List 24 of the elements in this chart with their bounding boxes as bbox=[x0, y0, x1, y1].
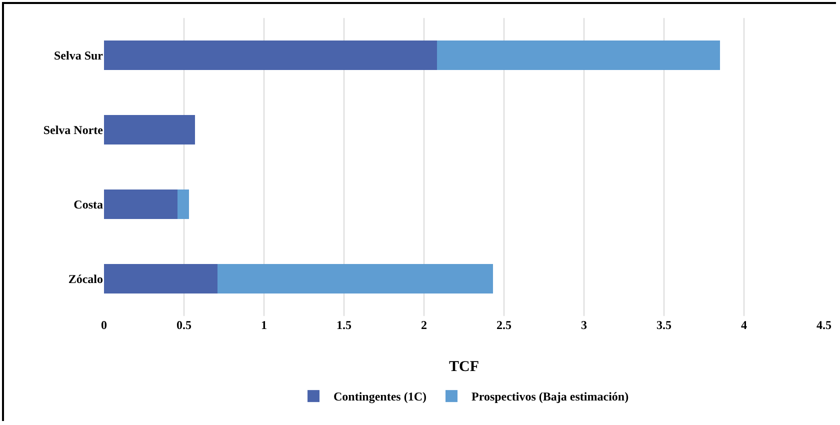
y-tick-label: Selva Sur bbox=[54, 48, 104, 62]
legend-label: Prospectivos (Baja estimación) bbox=[472, 390, 629, 404]
bar bbox=[104, 40, 437, 70]
x-tick-label: 3.5 bbox=[656, 318, 672, 332]
bar bbox=[104, 114, 196, 145]
x-tick-label: 1 bbox=[261, 318, 267, 332]
x-tick-label: 0 bbox=[101, 318, 107, 332]
x-tick-label: 4.5 bbox=[816, 318, 832, 332]
y-tick-label: Zócalo bbox=[68, 272, 103, 286]
legend-label: Contingentes (1C) bbox=[334, 390, 426, 404]
x-tick-label: 2.5 bbox=[496, 318, 512, 332]
bar bbox=[178, 189, 189, 220]
x-tick-label: 1.5 bbox=[336, 318, 352, 332]
x-tick-label: 4 bbox=[741, 318, 747, 332]
bar bbox=[218, 264, 493, 294]
bar bbox=[436, 40, 720, 70]
x-axis-title: TCF bbox=[449, 359, 479, 375]
y-tick-label: Selva Norte bbox=[43, 122, 104, 137]
x-tick-label: 3 bbox=[581, 318, 587, 332]
x-tick-label: 2 bbox=[421, 318, 427, 332]
bar bbox=[104, 189, 178, 220]
bar bbox=[104, 264, 218, 294]
x-tick-label: 0.5 bbox=[176, 318, 192, 332]
y-tick-label: Costa bbox=[74, 197, 103, 212]
